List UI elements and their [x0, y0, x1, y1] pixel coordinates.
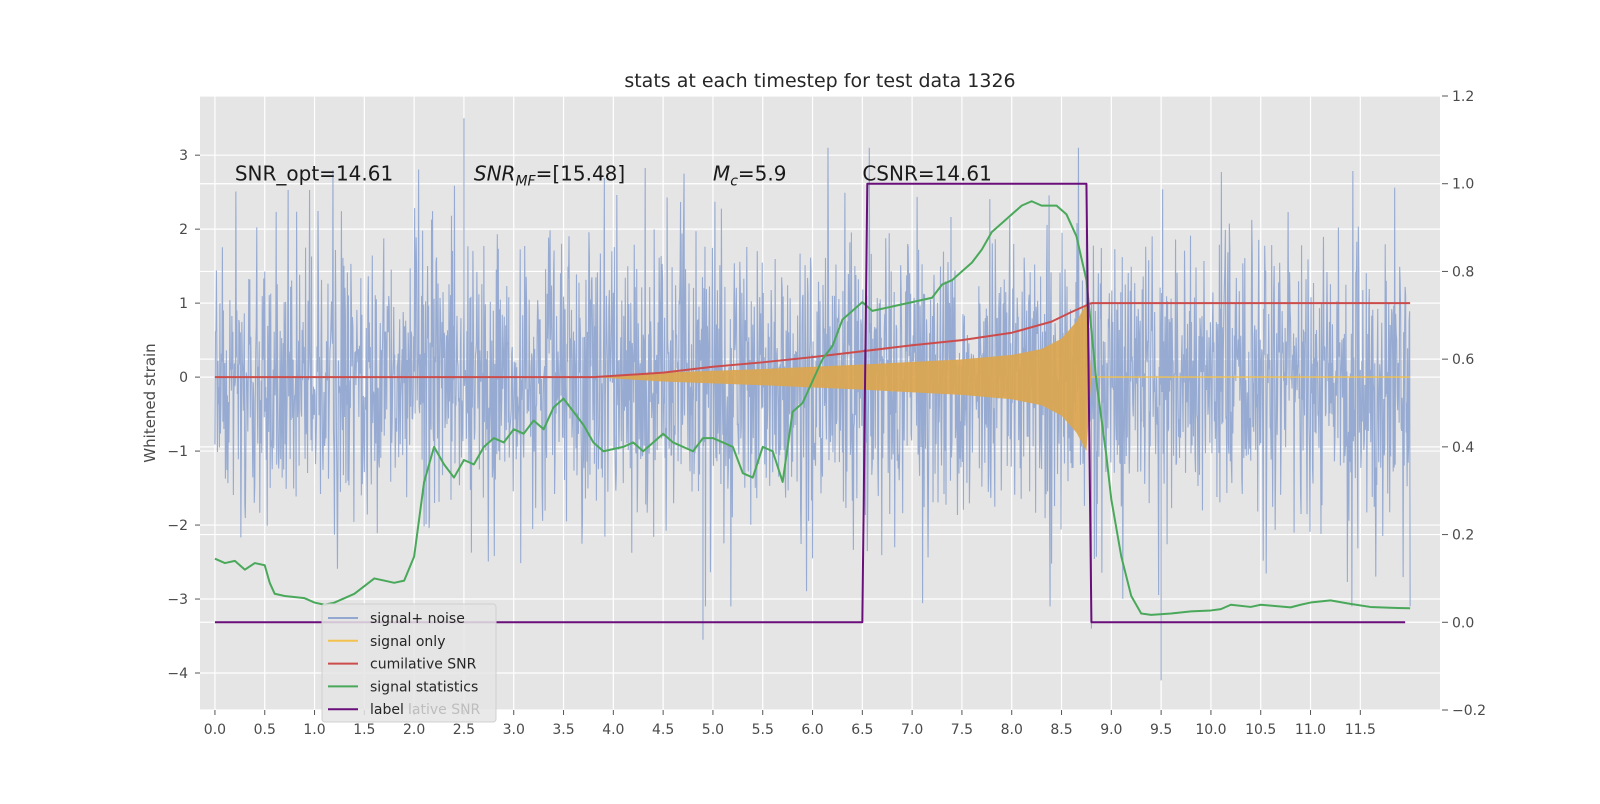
y-axis-label: Whitened strain: [141, 343, 159, 462]
x-tick-label: 6.0: [801, 722, 823, 738]
y-right-tick-label: 0.8: [1452, 264, 1474, 280]
y-axis-left-ticks: −4 −3 −2 −1 0 1 2 3: [167, 148, 200, 682]
x-tick-label: 3.5: [552, 722, 574, 738]
annotations: SNR_opt=14.61 SNRMF=[15.48] Mc=5.9 CSNR=14.…: [235, 162, 992, 190]
x-tick-label: 9.0: [1100, 722, 1122, 738]
y-right-tick-label: 0.0: [1452, 615, 1474, 631]
x-tick-label: 6.5: [851, 722, 873, 738]
y-left-tick-label: 1: [179, 296, 188, 312]
y-left-tick-label: 0: [179, 370, 188, 386]
signal-noise-series: [214, 118, 1411, 681]
signal-noise-line: [214, 118, 1411, 681]
x-tick-label: 0.5: [254, 722, 276, 738]
y-left-tick-label: 3: [179, 148, 188, 164]
x-tick-label: 9.5: [1150, 722, 1172, 738]
y-left-tick-label: −3: [167, 592, 188, 608]
legend-label: signal only: [370, 634, 445, 650]
annotation-text: SNRMF=[15.48]: [474, 162, 625, 190]
x-tick-label: 3.0: [503, 722, 525, 738]
y-right-tick-label: 0.4: [1452, 440, 1474, 456]
legend-label: signal+ noise: [370, 611, 465, 627]
legend-label: label: [370, 702, 404, 718]
x-axis-ticks: 0.0 0.5 1.0 1.5 2.0 2.5 3.0 3.5 4.0 4.5 5.0 5.5 6.0 6…: [204, 710, 1376, 738]
x-tick-label: 11.5: [1345, 722, 1376, 738]
signal-statistics-line: [214, 200, 1411, 616]
x-tick-label: 4.0: [602, 722, 624, 738]
line-series: [214, 182, 1411, 624]
x-tick-label: 1.0: [303, 722, 325, 738]
legend-label: signal statistics: [370, 679, 478, 695]
x-tick-label: 4.5: [652, 722, 674, 738]
signal-only-chirp: [593, 303, 1092, 452]
annotation-text: SNR_opt=14.61: [235, 162, 393, 186]
x-tick-label: 11.0: [1295, 722, 1326, 738]
y-left-tick-label: −2: [167, 518, 188, 534]
x-tick-label: 5.0: [702, 722, 724, 738]
legend-ghost-text: lative SNR: [408, 702, 481, 718]
x-tick-label: 7.5: [951, 722, 973, 738]
y-right-tick-label: 1.2: [1452, 89, 1474, 105]
x-tick-label: 10.0: [1195, 722, 1226, 738]
label-line: [214, 182, 1406, 624]
x-tick-label: 2.5: [453, 722, 475, 738]
legend-box: [321, 603, 497, 723]
y-left-tick-label: −1: [167, 444, 188, 460]
legend-label: cumilative SNR: [370, 657, 477, 673]
x-tick-label: 0.0: [204, 722, 226, 738]
x-tick-label: 7.0: [901, 722, 923, 738]
chart-title: stats at each timestep for test data 132…: [624, 70, 1015, 92]
y-left-tick-label: 2: [179, 222, 188, 238]
cumilative-snr-line: [214, 302, 1411, 379]
x-tick-label: 10.5: [1245, 722, 1276, 738]
x-tick-label: 5.5: [752, 722, 774, 738]
annotation-text: Mc=5.9: [713, 162, 787, 190]
y-right-tick-label: 0.6: [1452, 352, 1474, 368]
x-tick-label: 8.0: [1001, 722, 1023, 738]
x-tick-label: 1.5: [353, 722, 375, 738]
legend: signal+ noise signal only cumilative SNR si…: [321, 603, 497, 723]
x-tick-label: 8.5: [1050, 722, 1072, 738]
y-right-tick-label: 1.0: [1452, 177, 1474, 193]
y-left-tick-label: −4: [167, 666, 188, 682]
y-axis-right-ticks: −0.2 0.0 0.2 0.4 0.6 0.8 1.0 1.2: [1442, 89, 1486, 719]
x-tick-label: 2.0: [403, 722, 425, 738]
annotation-text: CSNR=14.61: [862, 162, 992, 186]
y-right-tick-label: 0.2: [1452, 528, 1474, 544]
y-right-tick-label: −0.2: [1452, 703, 1486, 719]
